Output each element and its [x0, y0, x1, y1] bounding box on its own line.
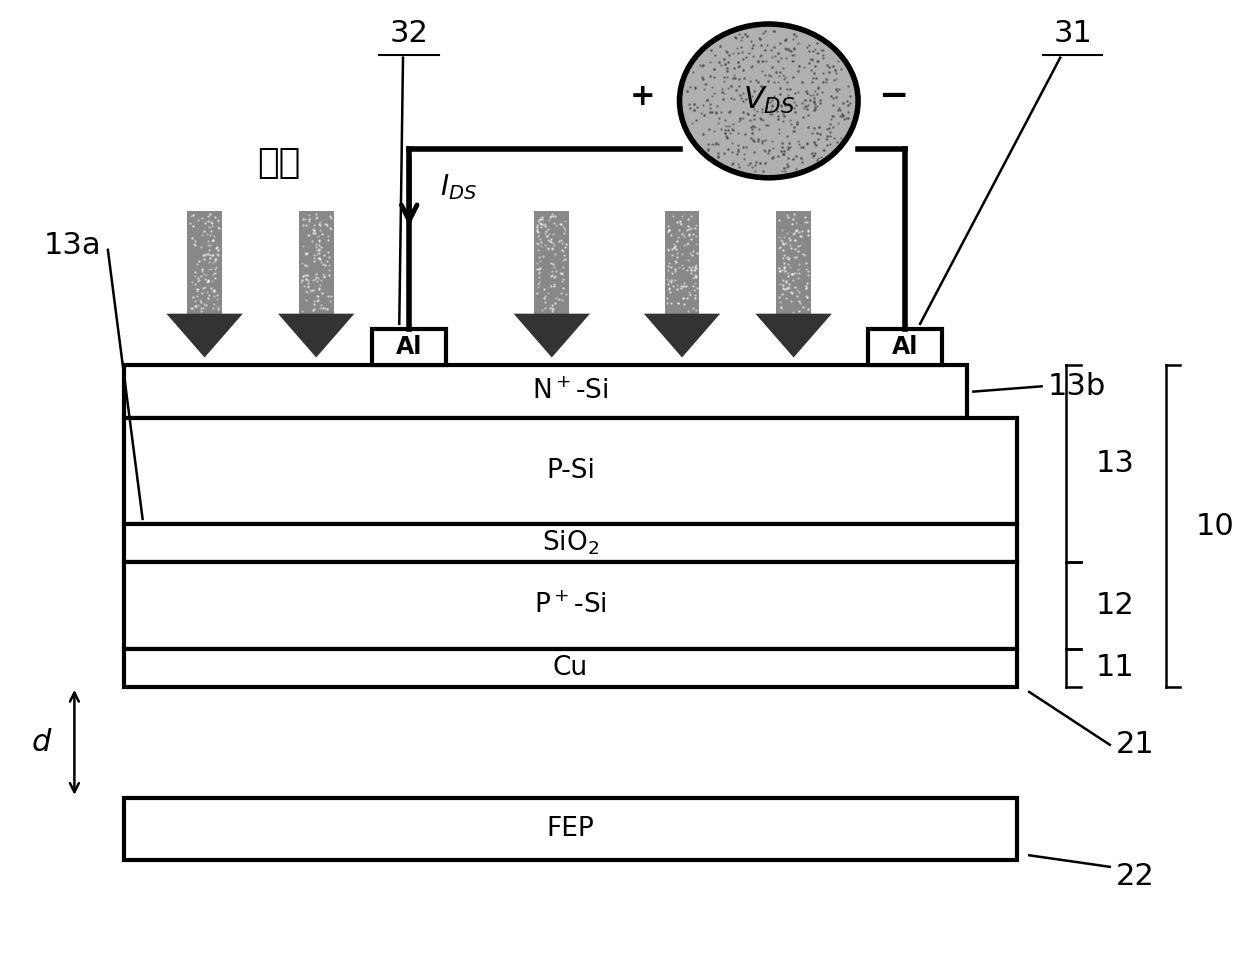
FancyBboxPatch shape [665, 211, 699, 313]
FancyBboxPatch shape [776, 211, 811, 313]
Text: Cu: Cu [553, 654, 588, 681]
Bar [868, 329, 942, 365]
Bar [124, 798, 1017, 860]
Bar [124, 649, 1017, 687]
Text: FEP: FEP [547, 816, 594, 842]
Text: 光照: 光照 [258, 146, 300, 181]
Text: 10: 10 [1195, 511, 1234, 541]
Bar [124, 418, 1017, 524]
Text: P-Si: P-Si [546, 457, 595, 484]
FancyBboxPatch shape [299, 211, 334, 313]
FancyBboxPatch shape [187, 211, 222, 313]
Text: SiO$_2$: SiO$_2$ [542, 529, 599, 557]
Text: 31: 31 [1053, 19, 1092, 48]
Text: 13a: 13a [43, 231, 100, 259]
Polygon shape [755, 313, 832, 357]
Text: Al: Al [396, 335, 423, 358]
Text: 11: 11 [1096, 653, 1135, 682]
Polygon shape [644, 313, 720, 357]
Text: −: − [878, 79, 908, 113]
Text: 12: 12 [1096, 591, 1135, 620]
Text: 13: 13 [1096, 449, 1135, 479]
Text: 13b: 13b [1048, 372, 1106, 401]
Bar [124, 524, 1017, 562]
Polygon shape [278, 313, 355, 357]
Text: 32: 32 [389, 19, 429, 48]
Text: 22: 22 [1116, 862, 1154, 891]
Text: +: + [630, 82, 655, 111]
Text: Al: Al [892, 335, 919, 358]
Bar [124, 365, 967, 418]
Polygon shape [166, 313, 243, 357]
Text: 21: 21 [1116, 730, 1154, 759]
Polygon shape [513, 313, 590, 357]
Text: N$^+$-Si: N$^+$-Si [532, 379, 609, 405]
Text: $\mathit{V}_{DS}$: $\mathit{V}_{DS}$ [743, 86, 795, 116]
Bar [372, 329, 446, 365]
Text: $\mathit{I}_{DS}$: $\mathit{I}_{DS}$ [440, 172, 477, 203]
Text: $d$: $d$ [31, 727, 52, 757]
Ellipse shape [680, 24, 858, 178]
Text: P$^+$-Si: P$^+$-Si [534, 592, 606, 619]
Bar [124, 562, 1017, 649]
FancyBboxPatch shape [534, 211, 569, 313]
